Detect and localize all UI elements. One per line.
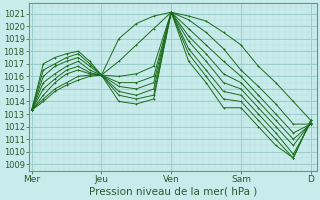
X-axis label: Pression niveau de la mer( hPa ): Pression niveau de la mer( hPa ) — [89, 187, 257, 197]
